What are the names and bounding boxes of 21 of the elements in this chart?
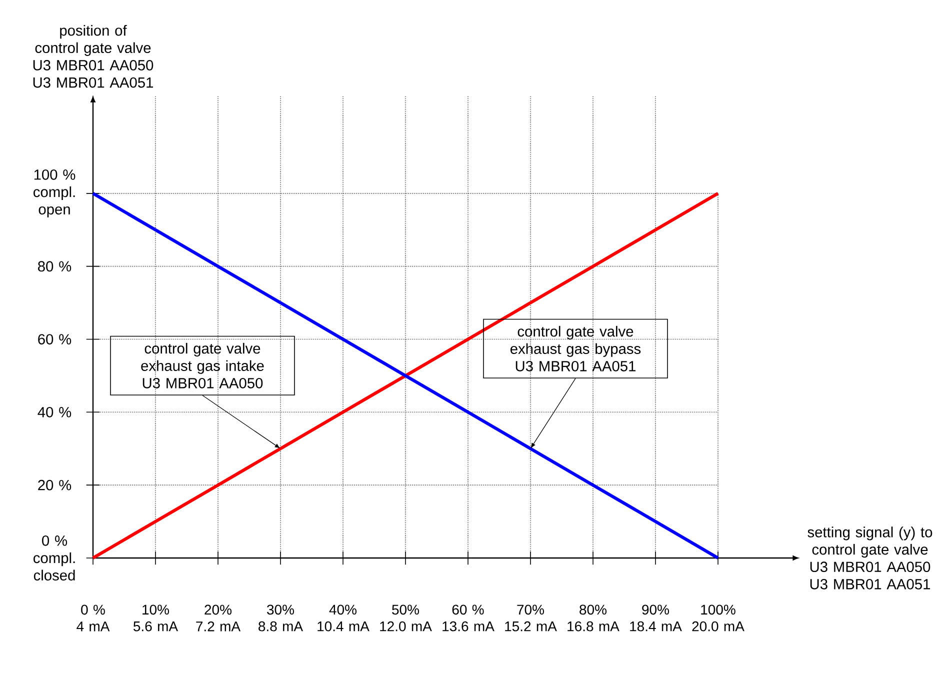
x-tick-label: 60 % 13.6 mA <box>442 604 494 632</box>
annotation: control gate valve exhaust gas intake U3 MBR01 AA050 <box>141 342 264 388</box>
text: setting signal (y) to control gate valve U3 MBR01 AA050 U3 MBR01 AA051 <box>808 526 932 590</box>
y-tick-label: 40 % <box>38 406 72 418</box>
y-tick-label: 60 % <box>38 334 72 344</box>
x-tick-label: 100% 20.0 mA <box>692 604 744 632</box>
annotation: control gate valve exhaust gas bypass U3 MBR01 AA051 <box>510 326 641 372</box>
y-tick-label: 100 % compl. open <box>34 169 76 218</box>
x-tick-label: 30% 8.8 mA <box>258 604 304 632</box>
x-tick-label: 50% 12.0 mA <box>380 604 432 632</box>
x-tick-label: 40% 10.4 mA <box>318 604 370 632</box>
x-tick-label: 0 % 4 mA <box>76 604 110 632</box>
x-tick-label: 10% 5.6 mA <box>134 604 178 632</box>
text: position of control gate valve U3 MBR01 AA050 U3 MBR01 AA051 <box>33 24 154 88</box>
y-tick-label: 20 % <box>38 480 72 490</box>
x-tick-label: 20% 7.2 mA <box>196 604 241 632</box>
y-tick-label: 0 % compl. closed <box>34 535 75 581</box>
x-tick-label: 80% 16.8 mA <box>568 604 620 632</box>
x-tick-label: 70% 15.2 mA <box>505 604 557 632</box>
y-tick-label: 80 % <box>38 261 72 272</box>
x-tick-label: 90% 18.4 mA <box>630 604 682 632</box>
